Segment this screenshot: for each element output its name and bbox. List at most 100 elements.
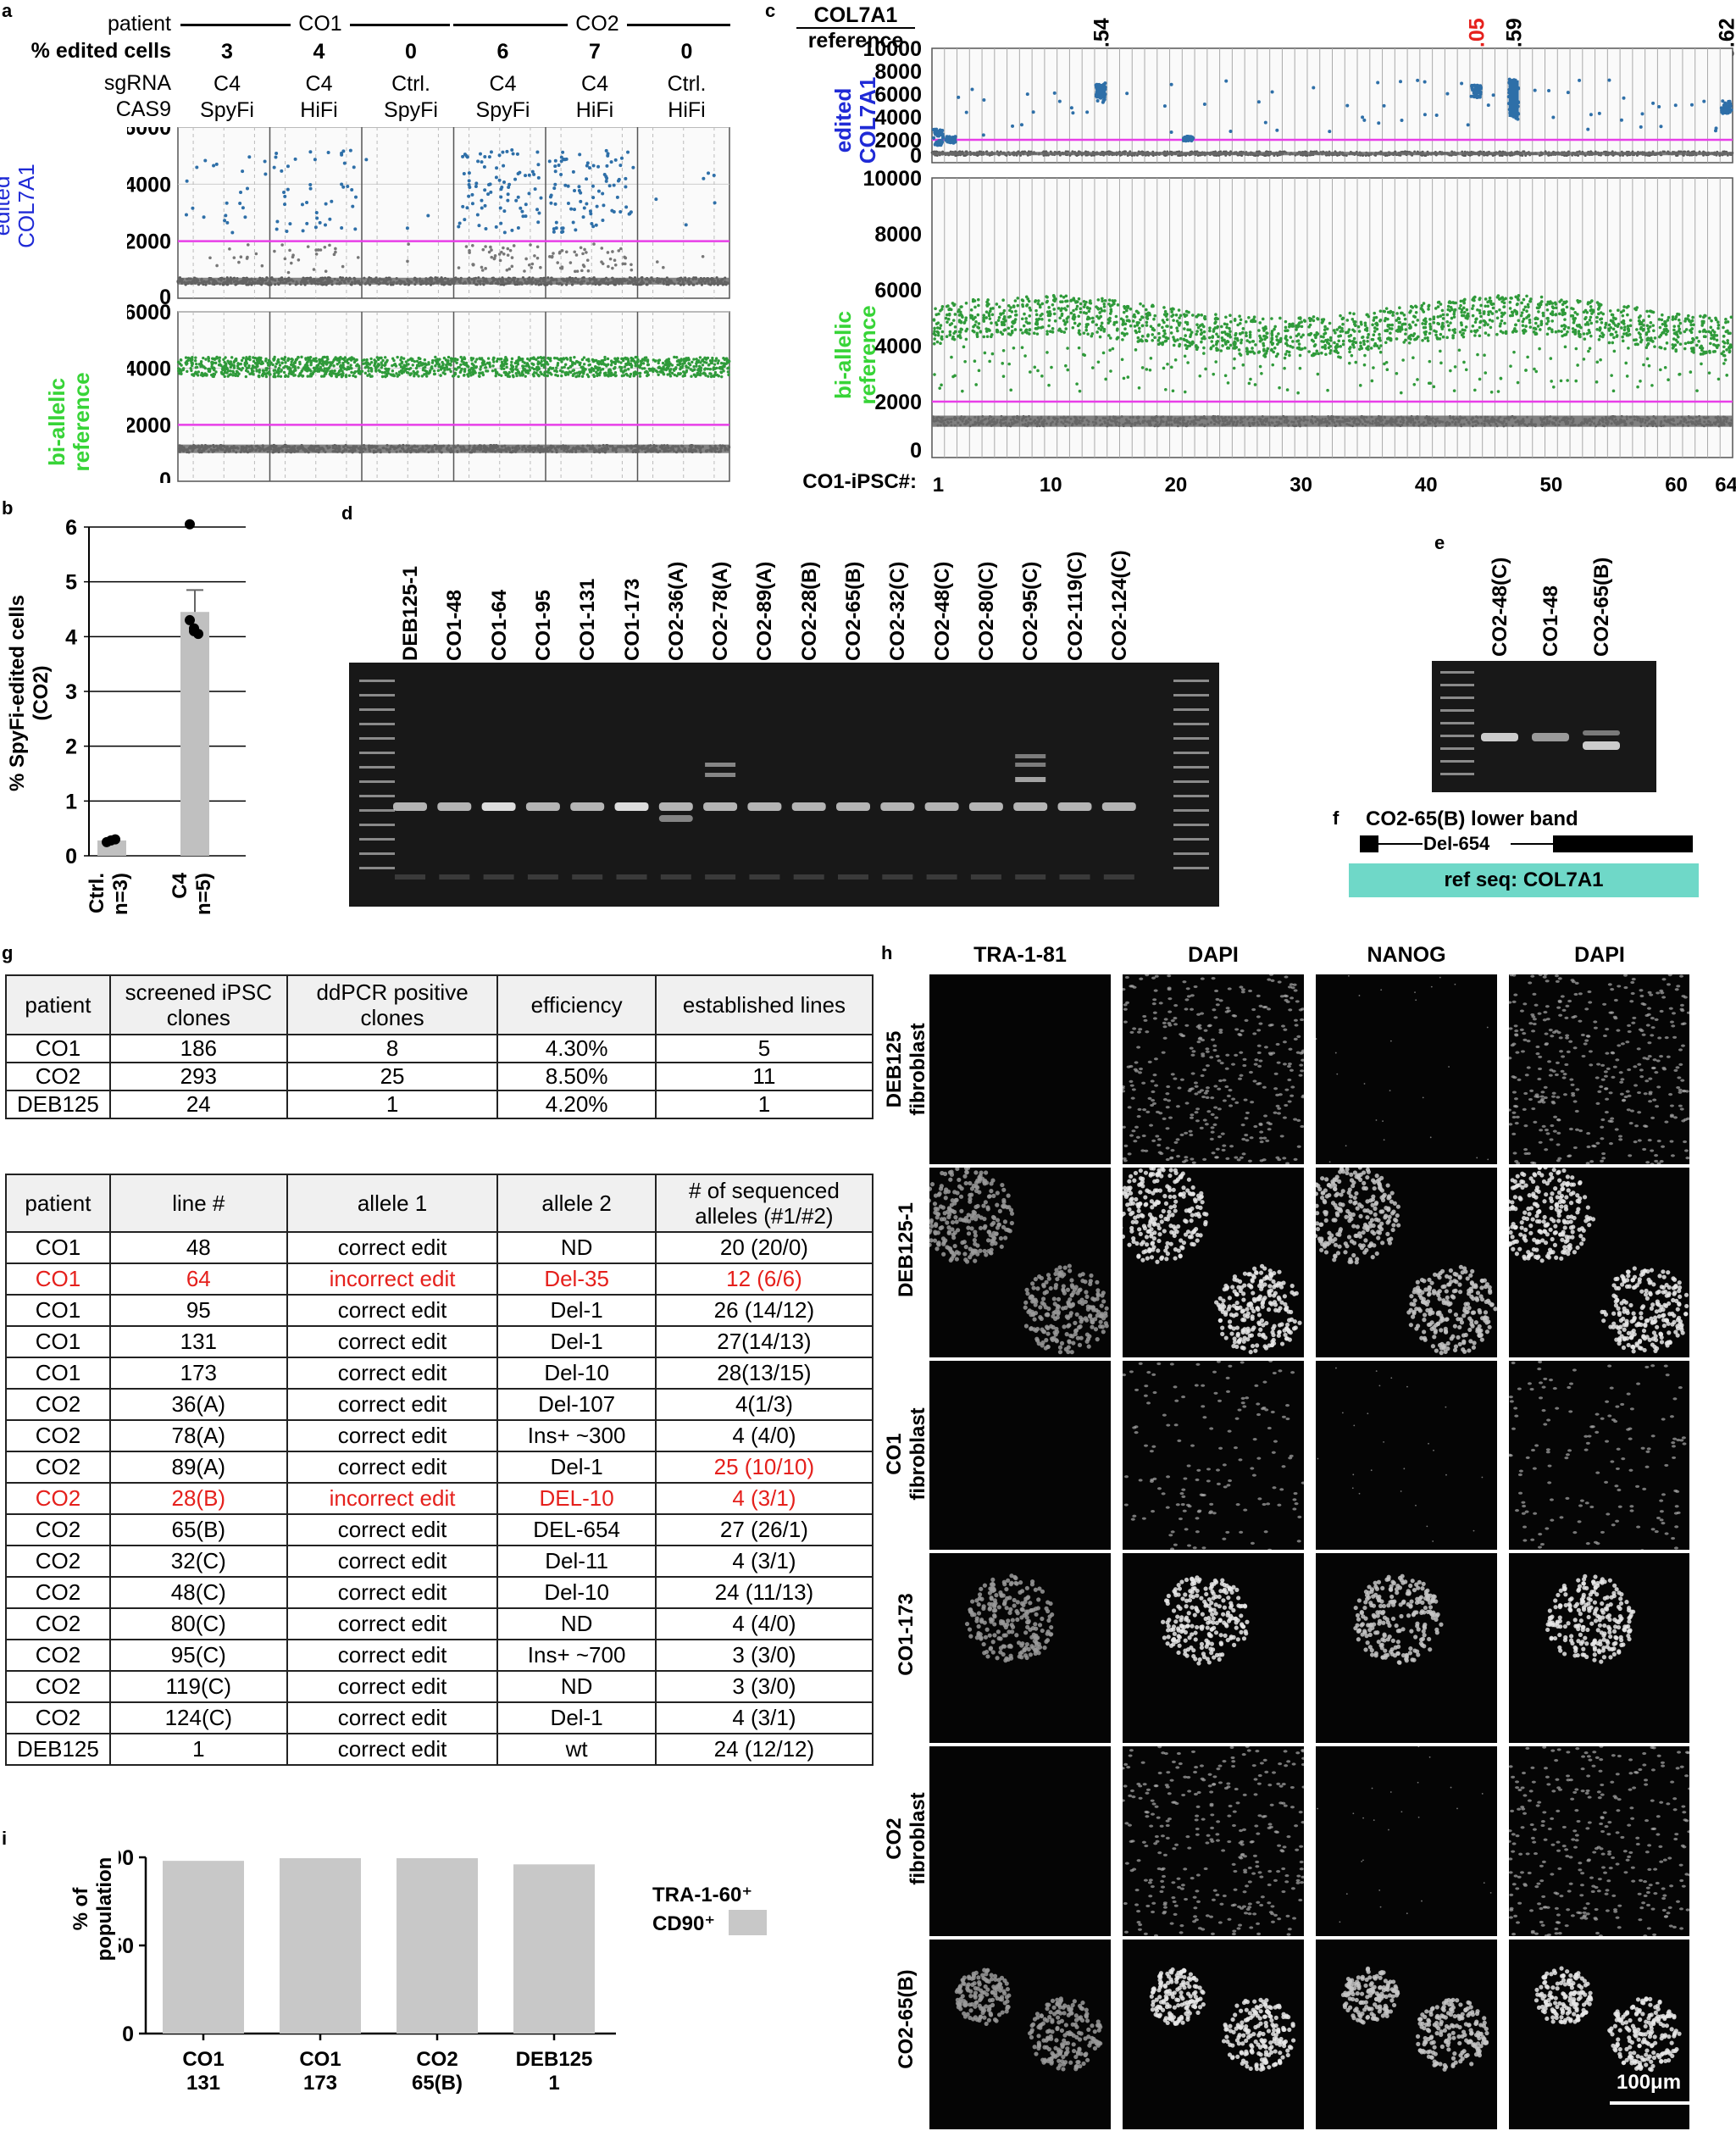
h-row-label: DEB125-1 [895, 1201, 918, 1297]
g-table2-cell: CO2 [5, 1576, 111, 1609]
g-table2-cell: CO2 [5, 1388, 111, 1421]
f-exon-right [1553, 835, 1693, 852]
g-table2-cell: 3 (3/0) [654, 1639, 874, 1672]
h-micrograph [1316, 1940, 1497, 2129]
a-sgrna: C4 [581, 72, 608, 96]
ladder-band [1173, 766, 1209, 769]
d-lane-label: CO1-95 [531, 589, 555, 661]
g-table2-cell: correct edit [286, 1357, 499, 1390]
panel-letter-a: a [2, 0, 13, 21]
h-image-grid [929, 974, 1732, 2129]
a-cas9: HiFi [575, 98, 614, 122]
panel-letter-c: c [765, 0, 776, 21]
a-cas9: HiFi [668, 98, 706, 122]
i-category: DEB125 [516, 2048, 593, 2071]
ladder-band [1173, 780, 1209, 783]
a-pct-edited: 4 [313, 40, 325, 64]
e-lane-label: CO1-48 [1539, 585, 1562, 657]
g-table2-cell: CO2 [5, 1670, 111, 1703]
h-micrograph [1509, 974, 1689, 1164]
a-pct-edited: 3 [221, 40, 233, 64]
row-label-cas9: CAS9 [115, 97, 171, 121]
c-reference-plot: 10000 8000 6000 4000 2000 0 [862, 167, 1733, 463]
b-point [189, 625, 199, 636]
table-row: CO2 32(C) correct edit Del-11 4 (3/1) [5, 1545, 874, 1578]
g-table1-cell: 186 [108, 1034, 288, 1063]
c-xtick: 50 [1540, 474, 1563, 497]
ladder-band [359, 737, 395, 740]
g-table2-cell: Del-10 [496, 1576, 657, 1609]
table-row: CO2 89(A) correct edit Del-1 25 (10/10) [5, 1451, 874, 1484]
i-category: CO2 [416, 2048, 458, 2071]
h-micrograph [1509, 1167, 1689, 1357]
panel-letter-d: d [341, 502, 353, 524]
ladder-band [359, 680, 395, 682]
g-table2-cell: DEB125 [5, 1733, 111, 1766]
b-point [185, 519, 195, 530]
d-band [570, 802, 605, 811]
h-row-label: CO1 fibroblast [883, 1407, 929, 1501]
g-table2-cell: CO2 [5, 1451, 111, 1484]
h-micrograph [1123, 974, 1304, 1164]
g-table2-cell: 4 (4/0) [654, 1419, 874, 1452]
g-table2-cell: Del-1 [496, 1325, 657, 1358]
b-category-n: (n=5) [192, 873, 215, 915]
g-table1-cell: 11 [654, 1062, 874, 1091]
d-band [791, 802, 826, 811]
b-category: Ctrl. [86, 873, 108, 913]
g-table1-cell: CO2 [5, 1062, 111, 1091]
a-pct-edited: 0 [405, 40, 417, 64]
g-table2-cell: ND [496, 1231, 657, 1264]
ladder-band [359, 795, 395, 797]
d-band [880, 802, 915, 811]
g-table2-cell: correct edit [286, 1670, 499, 1703]
g-table1-cell: 4.30% [496, 1034, 657, 1063]
table-row: CO2 28(B) incorrect edit DEL-10 4 (3/1) [5, 1482, 874, 1515]
ladder-band [359, 838, 395, 841]
d-lane-label: CO1-64 [487, 589, 511, 661]
a-sgrna: Ctrl. [667, 72, 707, 96]
table-row: CO2 36(A) correct edit Del-107 4(1/3) [5, 1388, 874, 1421]
ladder-band [1173, 680, 1209, 682]
ladder-band [359, 809, 395, 812]
a-column-header-5: 7 C4 HiFi [552, 39, 637, 124]
b-category: C4 [169, 872, 191, 898]
d-band [393, 802, 427, 811]
g-table1-cell: 293 [108, 1062, 288, 1091]
e-band [1583, 741, 1620, 750]
g-table2-cell: 1 [108, 1733, 288, 1766]
c-ytick: 2000 [874, 391, 922, 414]
c-xtick: 20 [1165, 474, 1188, 497]
b-bar-chart: 6 5 4 3 2 1 0 Ctrl. (n=3) C4 (n=5) [65, 516, 246, 915]
g-table2-cell: Ins+ ~700 [496, 1639, 657, 1672]
d-lane-label: CO1-48 [443, 589, 467, 661]
g-table2-cell: correct edit [286, 1733, 499, 1766]
g-table2-cell: CO1 [5, 1231, 111, 1264]
d-lane-label: DEB125-1 [399, 565, 422, 661]
i-bar [280, 1858, 361, 2034]
ladder-band [1440, 684, 1474, 686]
ladder-band [1173, 708, 1209, 711]
h-micrograph [1509, 1940, 1689, 2129]
i-ytick: 50 [119, 1934, 134, 1958]
i-ytick: 100 [119, 1846, 134, 1870]
g-table2-cell: 24 (12/12) [654, 1733, 874, 1766]
ladder-band [1440, 747, 1474, 750]
panel-letter-g: g [2, 942, 14, 963]
f-deletion-label: Del-654 [1423, 833, 1490, 854]
g-table2-cell: Ins+ ~300 [496, 1419, 657, 1452]
g-table1-header: patient [5, 974, 111, 1035]
ladder-band [1173, 809, 1209, 812]
b-bar [180, 612, 209, 856]
i-legend-swatch [729, 1910, 767, 1935]
c-ddpcr-plots: 0.54 0.05 0.59 0.62100008000600040002000010… [862, 18, 1736, 497]
h-micrograph [1123, 1940, 1304, 2129]
h-micrograph [929, 1553, 1111, 1744]
g-table2-cell: 28(13/15) [654, 1357, 874, 1390]
ladder-band [1440, 773, 1474, 775]
c-header: COL7A1 reference [796, 3, 915, 53]
ladder-band [1173, 852, 1209, 855]
b-point [110, 834, 120, 845]
